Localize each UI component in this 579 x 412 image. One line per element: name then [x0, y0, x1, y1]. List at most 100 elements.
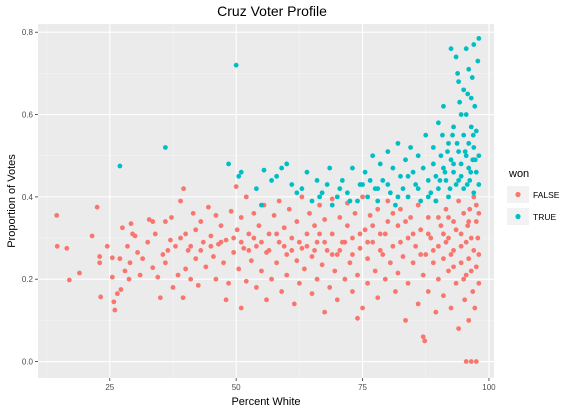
legend-title: won: [508, 168, 529, 180]
point-true: [403, 157, 408, 163]
point-true: [410, 169, 416, 175]
point-false: [150, 265, 156, 271]
point-true: [329, 202, 335, 208]
series-false-points: [54, 184, 482, 364]
point-true: [458, 161, 464, 167]
point-false: [208, 233, 214, 239]
point-true: [284, 161, 290, 167]
point-true: [393, 202, 398, 208]
point-false: [203, 264, 209, 270]
point-true: [375, 198, 381, 204]
point-false: [322, 239, 328, 245]
point-false: [276, 198, 282, 204]
point-false: [467, 206, 473, 212]
point-false: [205, 204, 211, 210]
point-false: [152, 231, 158, 237]
point-false: [289, 235, 295, 241]
point-false: [332, 268, 338, 274]
point-false: [435, 276, 441, 282]
point-false: [385, 198, 391, 204]
point-false: [377, 231, 383, 237]
point-true: [445, 149, 450, 155]
point-false: [458, 260, 464, 266]
legend-key-true: [515, 213, 521, 220]
point-false: [463, 272, 469, 278]
point-true: [463, 46, 469, 52]
point-true: [385, 149, 391, 155]
point-true: [472, 157, 478, 163]
point-false: [362, 227, 368, 233]
point-true: [327, 165, 333, 171]
point-false: [128, 221, 134, 227]
point-true: [468, 95, 474, 101]
x-tick-label: 25: [105, 383, 114, 392]
point-false: [289, 247, 295, 253]
point-false: [430, 247, 436, 253]
point-true: [440, 132, 445, 138]
point-true: [458, 173, 464, 179]
point-true: [453, 182, 459, 187]
point-true: [418, 198, 424, 204]
point-false: [408, 215, 413, 220]
point-false: [476, 280, 482, 286]
point-false: [77, 270, 82, 276]
point-false: [274, 231, 280, 237]
point-false: [395, 270, 401, 276]
point-false: [307, 210, 312, 216]
point-true: [355, 198, 360, 204]
point-false: [198, 219, 204, 224]
point-true: [385, 182, 391, 187]
point-true: [269, 178, 274, 183]
point-false: [324, 247, 330, 253]
point-false: [218, 239, 224, 245]
point-true: [423, 132, 429, 138]
point-false: [462, 297, 468, 303]
point-true: [461, 186, 467, 192]
point-false: [473, 264, 479, 270]
point-false: [291, 301, 297, 307]
point-true: [344, 190, 350, 196]
y-tick-label: 0.0: [22, 358, 34, 367]
point-false: [246, 247, 252, 253]
point-true: [309, 198, 315, 204]
point-true: [425, 194, 431, 200]
point-true: [466, 66, 472, 72]
point-false: [398, 206, 403, 212]
point-false: [334, 252, 340, 257]
point-false: [223, 297, 229, 303]
y-tick-label: 0.8: [22, 28, 34, 37]
point-false: [208, 243, 214, 249]
point-false: [173, 243, 178, 249]
point-true: [473, 128, 479, 134]
point-false: [109, 255, 115, 261]
point-false: [425, 289, 431, 294]
point-false: [271, 213, 277, 218]
point-true: [448, 46, 454, 52]
point-false: [390, 210, 396, 216]
point-false: [118, 287, 124, 292]
point-true: [451, 161, 456, 167]
point-false: [380, 252, 386, 257]
point-false: [317, 202, 322, 208]
point-false: [322, 309, 328, 315]
point-false: [162, 260, 168, 266]
point-false: [181, 186, 186, 192]
point-false: [269, 276, 274, 282]
point-false: [448, 305, 454, 311]
point-false: [195, 282, 201, 288]
point-true: [451, 169, 456, 175]
point-false: [415, 202, 421, 208]
legend-label-true: TRUE: [533, 212, 556, 222]
point-false: [175, 272, 181, 278]
point-false: [403, 219, 408, 224]
point-false: [117, 256, 123, 262]
point-true: [334, 194, 340, 200]
point-true: [446, 140, 451, 146]
point-true: [471, 42, 477, 47]
point-true: [395, 194, 401, 200]
point-true: [398, 173, 403, 179]
point-true: [471, 145, 477, 150]
point-false: [375, 295, 381, 301]
point-false: [127, 260, 133, 266]
point-true: [463, 112, 469, 117]
